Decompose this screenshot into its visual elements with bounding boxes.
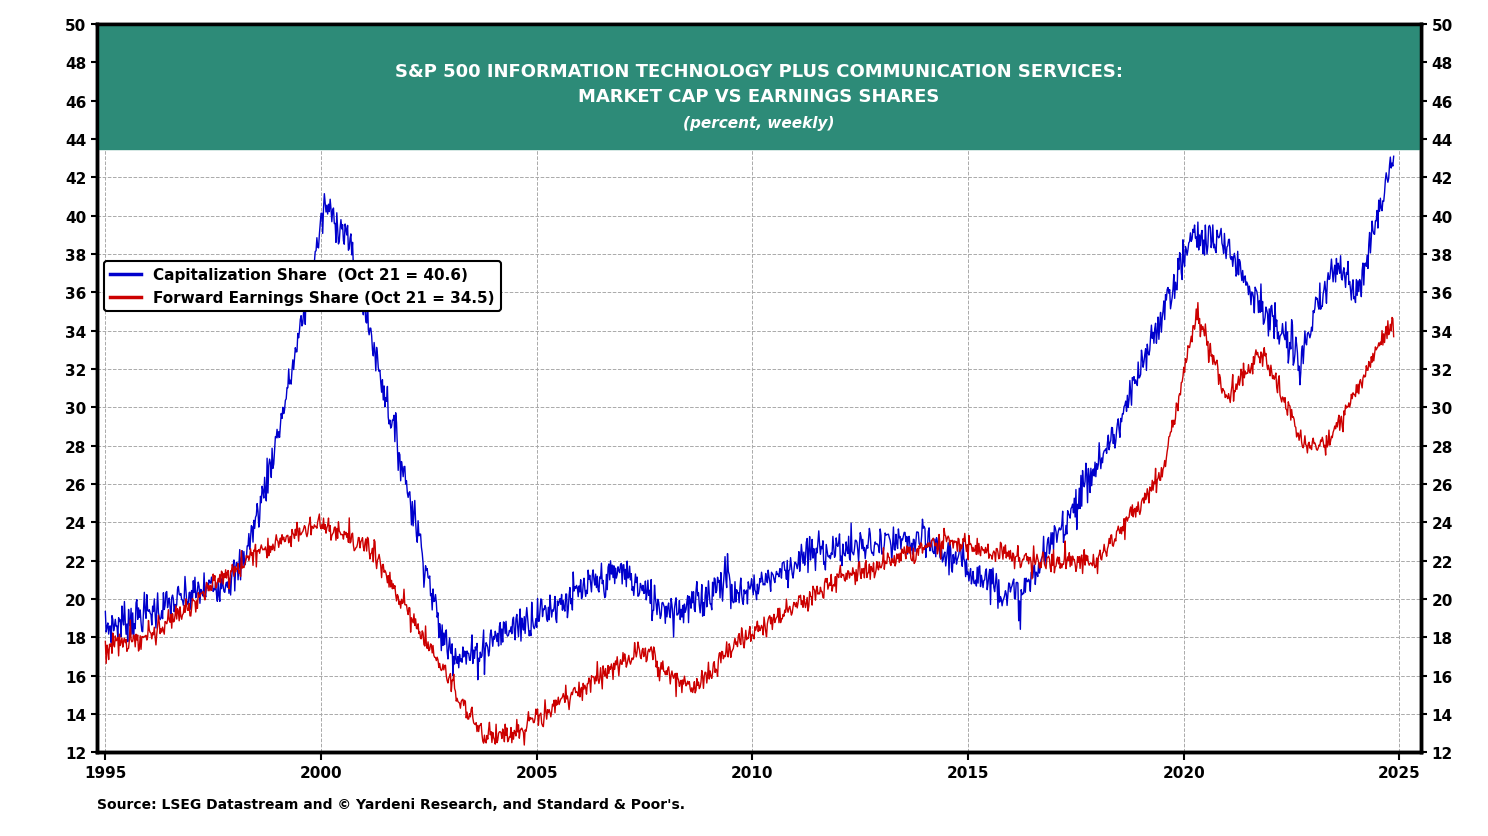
Text: (percent, weekly): (percent, weekly) xyxy=(683,116,835,131)
FancyBboxPatch shape xyxy=(98,25,1420,150)
Text: S&P 500 INFORMATION TECHNOLOGY PLUS COMMUNICATION SERVICES:: S&P 500 INFORMATION TECHNOLOGY PLUS COMM… xyxy=(394,63,1123,81)
Text: MARKET CAP VS EARNINGS SHARES: MARKET CAP VS EARNINGS SHARES xyxy=(579,88,939,106)
Text: Source: LSEG Datastream and © Yardeni Research, and Standard & Poor's.: Source: LSEG Datastream and © Yardeni Re… xyxy=(97,797,684,811)
Legend: Capitalization Share  (Oct 21 = 40.6), Forward Earnings Share (Oct 21 = 34.5): Capitalization Share (Oct 21 = 40.6), Fo… xyxy=(104,262,501,312)
